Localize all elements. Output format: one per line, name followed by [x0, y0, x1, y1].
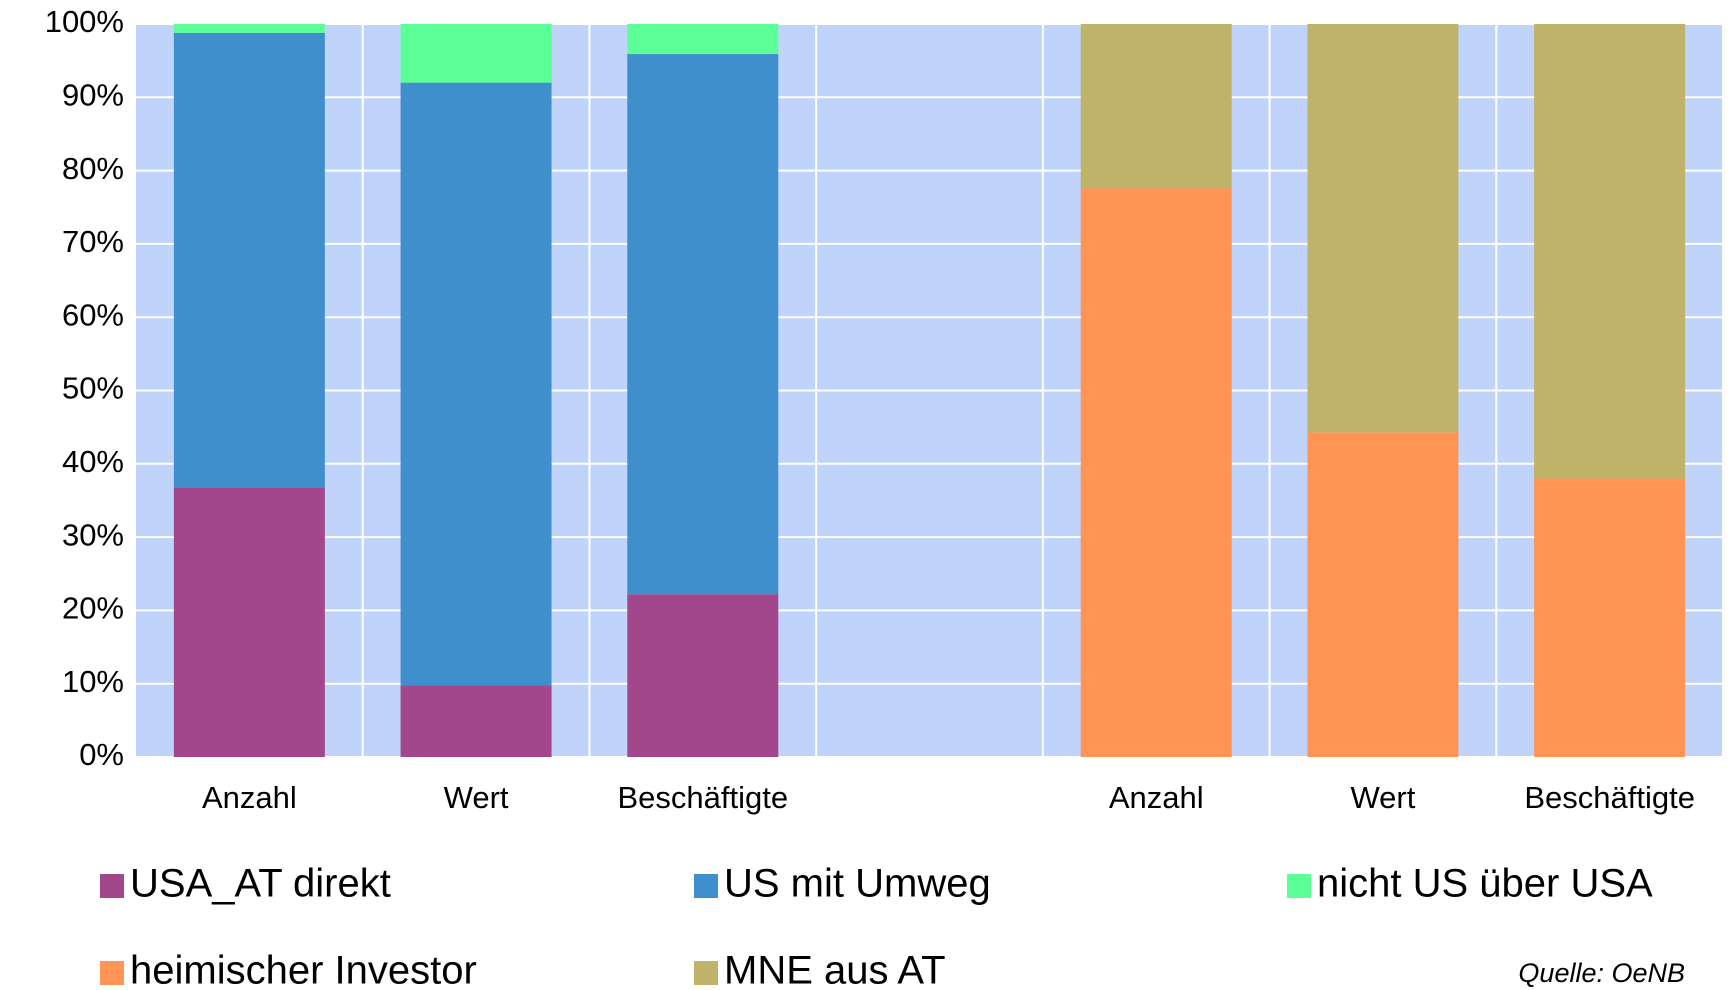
bar-segment	[173, 24, 325, 33]
bar-segment	[1534, 24, 1686, 479]
x-tick-label: Anzahl	[202, 780, 297, 815]
bar-segment	[1307, 432, 1459, 757]
bar-segment	[1307, 24, 1459, 433]
source-note: Quelle: OeNB	[1518, 958, 1685, 988]
legend-swatch	[1287, 874, 1311, 898]
x-tick-label: Anzahl	[1109, 780, 1204, 815]
y-tick-label: 90%	[62, 77, 124, 112]
y-tick-label: 100%	[45, 4, 124, 39]
legend-swatch	[100, 961, 124, 985]
bar-segment	[400, 24, 552, 83]
legend-label: heimischer Investor	[130, 949, 477, 990]
y-tick-label: 70%	[62, 224, 124, 259]
x-tick-label: Wert	[444, 780, 509, 815]
bar-segment	[400, 685, 552, 757]
legend-swatch	[694, 874, 718, 898]
legend-swatch	[694, 961, 718, 985]
x-tick-label: Wert	[1350, 780, 1415, 815]
legend-swatch	[100, 874, 124, 898]
y-tick-label: 50%	[62, 371, 124, 406]
y-tick-label: 10%	[62, 664, 124, 699]
bar-segment	[400, 82, 552, 686]
bar-segment	[173, 32, 325, 488]
y-tick-label: 20%	[62, 591, 124, 626]
legend-label: USA_AT direkt	[130, 862, 391, 906]
y-tick-label: 60%	[62, 297, 124, 332]
bar-segment	[1080, 24, 1232, 189]
bar-segment	[627, 24, 779, 55]
y-tick-label: 30%	[62, 517, 124, 552]
legend-label: US mit Umweg	[724, 862, 991, 906]
y-tick-label: 0%	[79, 737, 124, 772]
bar-segment	[627, 594, 779, 757]
bar-segment	[1080, 188, 1232, 757]
legend-label: MNE aus AT	[724, 949, 946, 990]
x-tick-label: Beschäftigte	[1524, 780, 1695, 815]
x-tick-label: Beschäftigte	[617, 780, 788, 815]
bar-segment	[173, 487, 325, 757]
legend-label: nicht US über USA	[1317, 862, 1653, 906]
y-tick-label: 80%	[62, 151, 124, 186]
bar-segment	[627, 54, 779, 595]
y-tick-label: 40%	[62, 444, 124, 479]
bar-segment	[1534, 478, 1686, 757]
